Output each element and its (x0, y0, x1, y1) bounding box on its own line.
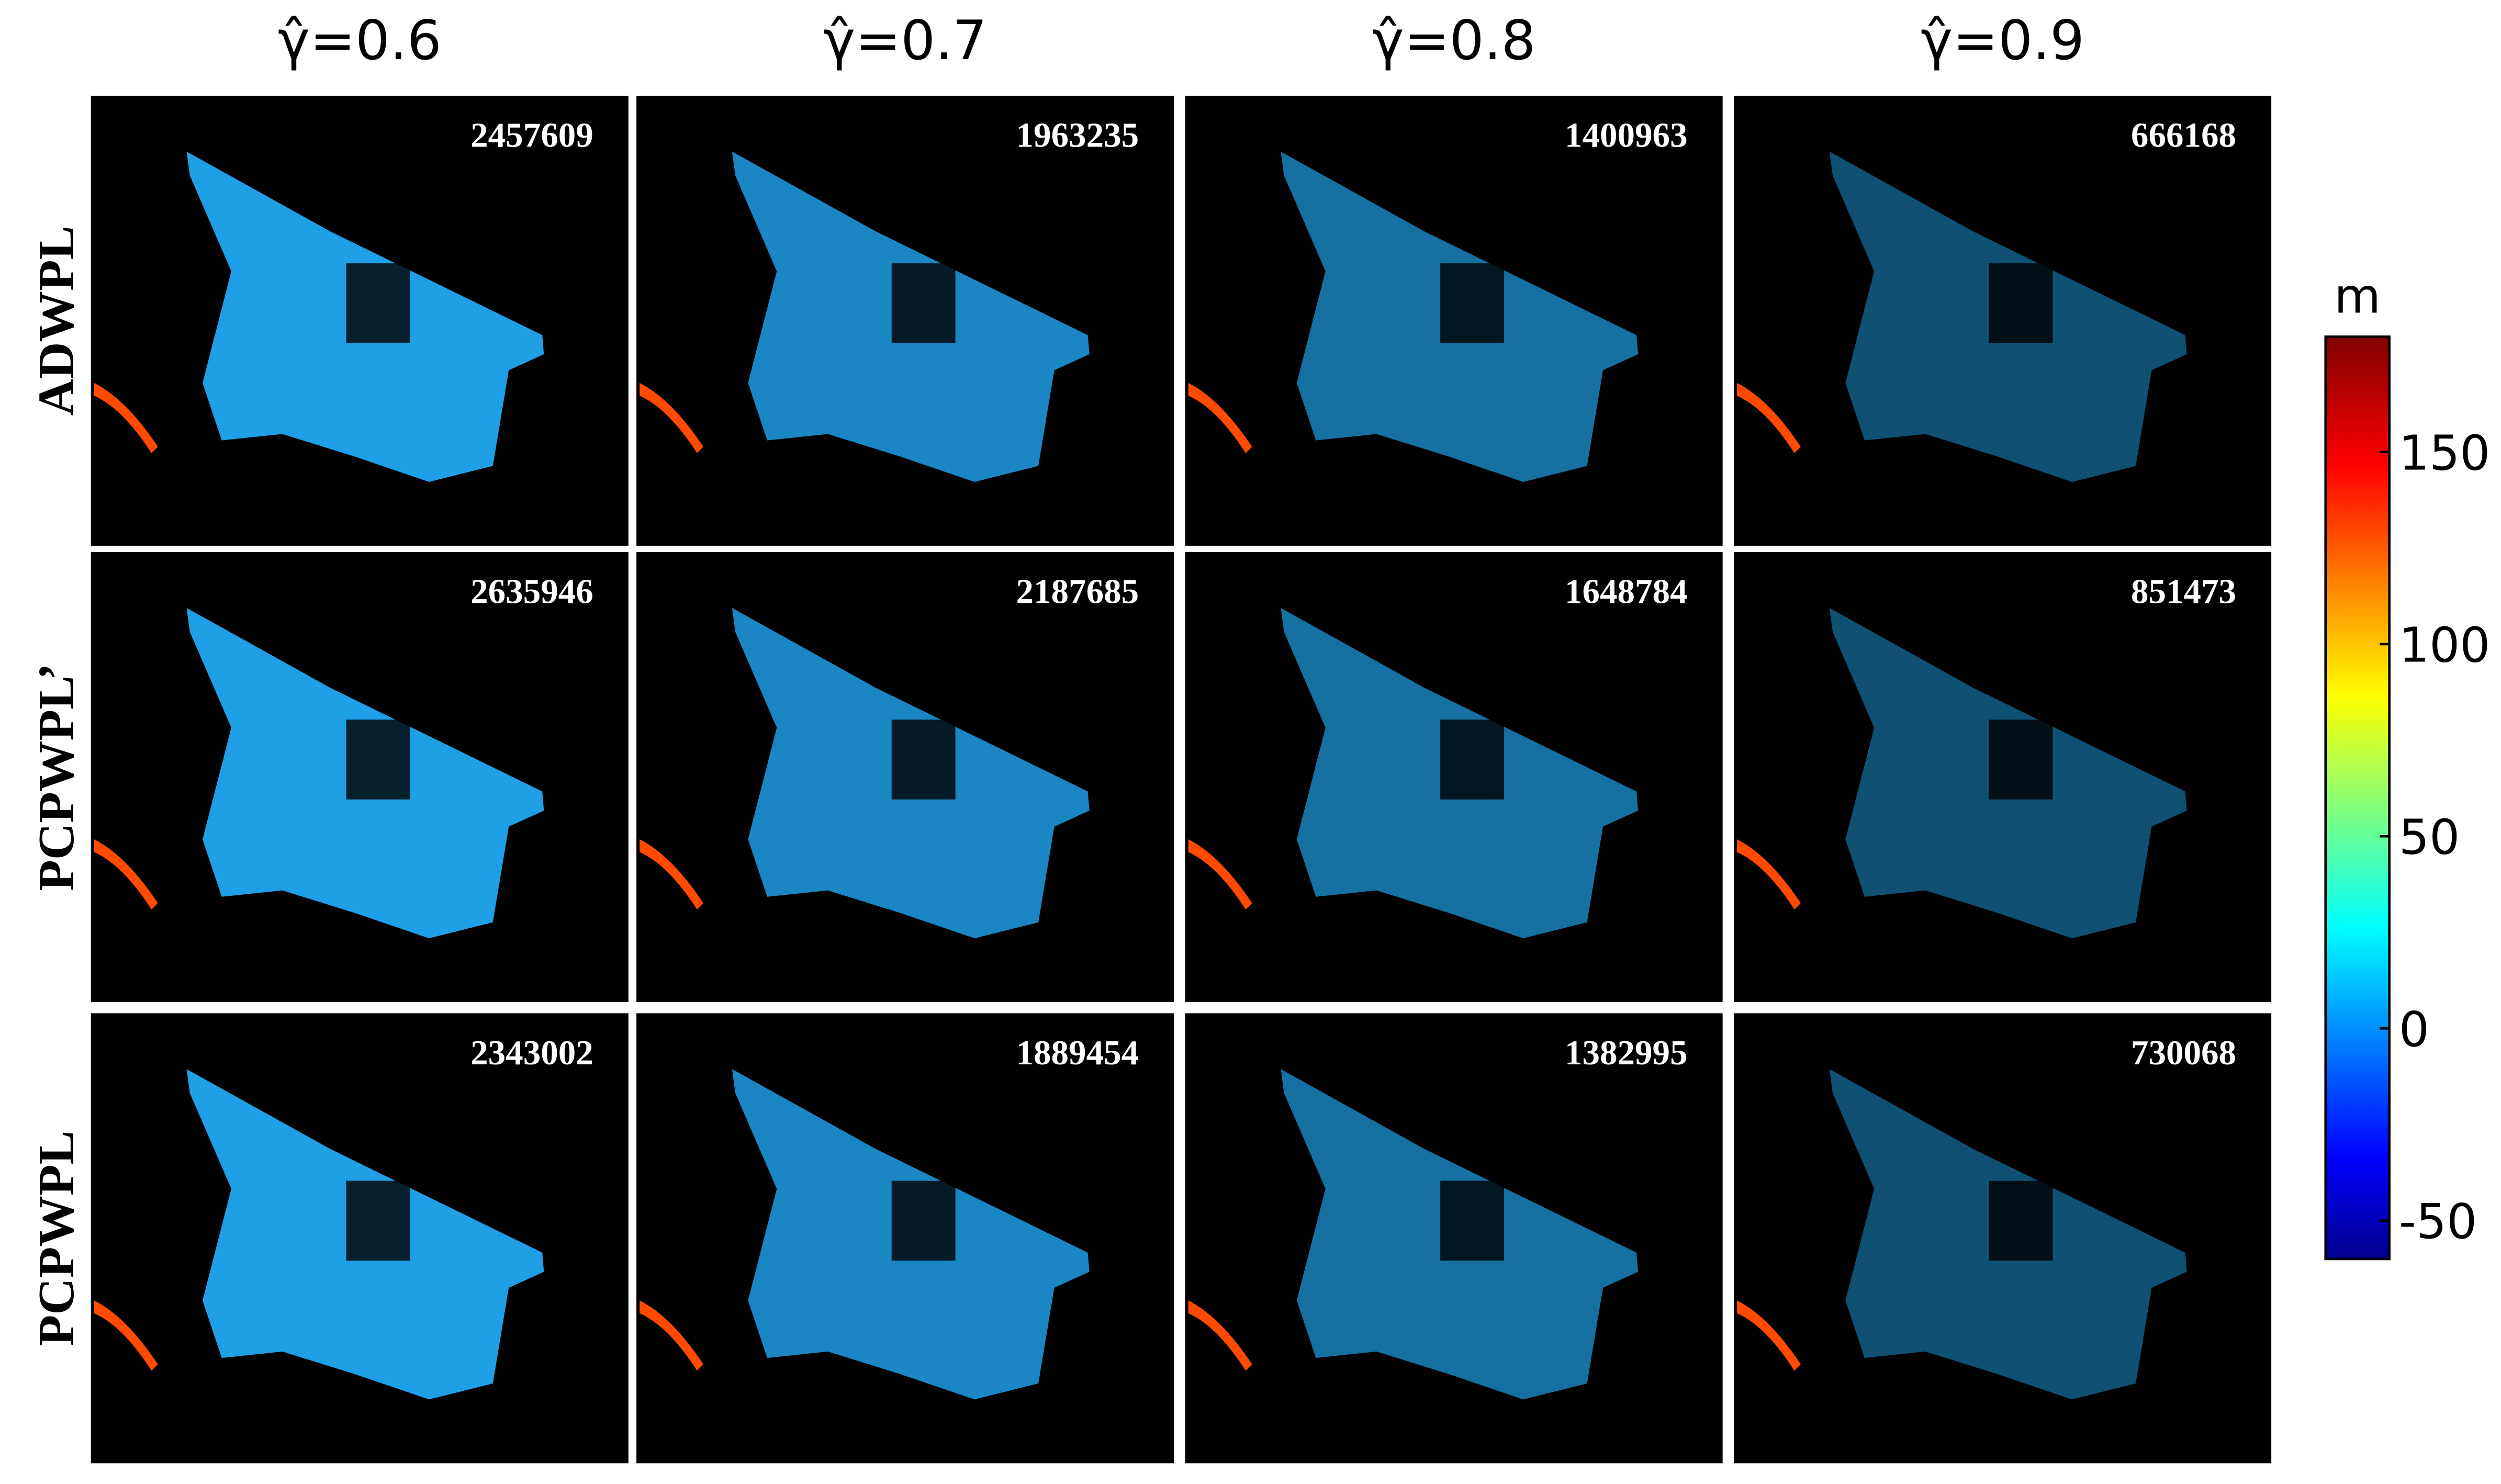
colorbar-tick-label: 150 (2399, 425, 2490, 481)
row-label: ADWPL (28, 226, 85, 415)
pixel-count: 666168 (2131, 116, 2236, 155)
map-hole (891, 719, 956, 800)
map-hotspot (94, 1300, 158, 1371)
column-header: γ̂=0.7 (823, 9, 987, 72)
map-hole (1989, 263, 2053, 343)
pixel-count: 2343002 (470, 1033, 593, 1072)
map-hole (891, 263, 956, 343)
map-hotspot (1188, 383, 1252, 454)
map-hotspot (1188, 839, 1252, 910)
map-hole (891, 1181, 956, 1261)
map-hole (1989, 1181, 2053, 1261)
pixel-count: 2635946 (470, 572, 593, 611)
map-hotspot (640, 839, 704, 910)
pixel-count: 1400963 (1565, 116, 1688, 155)
map-hole (346, 263, 410, 343)
map-hotspot (1188, 1300, 1252, 1371)
map-hole (346, 719, 410, 800)
colorbar (2324, 335, 2391, 1261)
map-hole (1440, 1181, 1505, 1261)
pixel-count: 2457609 (470, 116, 593, 155)
map-hotspot (94, 839, 158, 910)
pixel-count: 730068 (2131, 1033, 2236, 1072)
column-header: γ̂=0.6 (278, 9, 442, 72)
map-hole (1989, 719, 2053, 800)
colorbar-tick-label: 0 (2399, 1002, 2429, 1058)
map-hole (346, 1181, 410, 1261)
pixel-count: 1963235 (1016, 116, 1139, 155)
pixel-count: 851473 (2131, 572, 2236, 611)
map-hole (1440, 263, 1505, 343)
pixel-count: 1648784 (1565, 572, 1688, 611)
column-header: γ̂=0.9 (1921, 9, 2084, 72)
map-hotspot (1737, 1300, 1801, 1371)
map-hotspot (94, 383, 158, 454)
map-hotspot (1737, 839, 1801, 910)
colorbar-tick-label: 50 (2399, 810, 2460, 865)
pixel-count: 2187685 (1016, 572, 1139, 611)
map-hole (1440, 719, 1505, 800)
row-label: PCPWPL (28, 1130, 85, 1346)
colorbar-tick-label: -50 (2399, 1194, 2477, 1250)
pixel-count: 1889454 (1016, 1033, 1139, 1072)
colorbar-tick-label: 100 (2399, 617, 2490, 673)
column-header: γ̂=0.8 (1372, 9, 1536, 72)
map-hotspot (1737, 383, 1801, 454)
colorbar-label: m (2334, 268, 2381, 324)
map-hotspot (640, 1300, 704, 1371)
pixel-count: 1382995 (1565, 1033, 1688, 1072)
row-label: PCPWPL’ (28, 663, 85, 891)
map-hotspot (640, 383, 704, 454)
